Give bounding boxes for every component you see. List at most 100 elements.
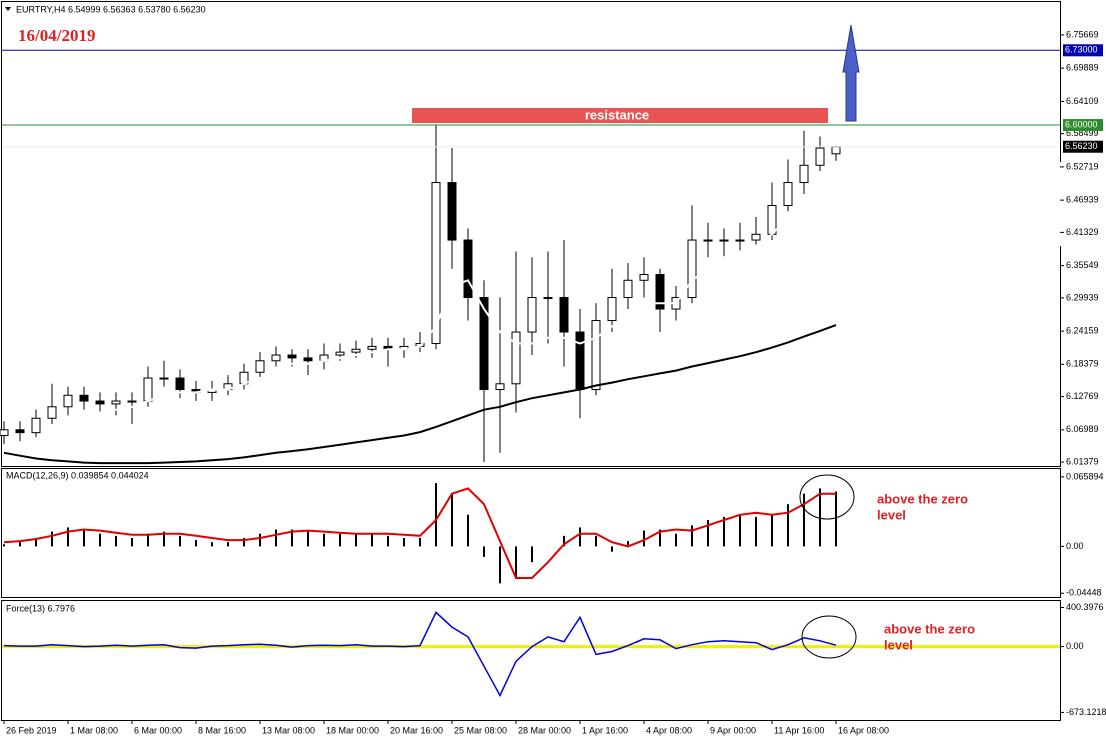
candle-body	[0, 429, 9, 437]
y-tick-label: 6.75669	[1066, 29, 1099, 39]
macd-annotation: level	[877, 507, 906, 522]
candle-body	[831, 146, 841, 155]
macd-bar	[611, 546, 613, 552]
y-tick-label: 6.58499	[1066, 128, 1099, 138]
highlight-circle	[799, 474, 855, 520]
macd-bar	[707, 520, 709, 547]
macd-bar	[755, 516, 757, 547]
candle-body	[79, 394, 89, 402]
y-tick-label: 0.00	[1066, 641, 1084, 651]
macd-bar	[563, 535, 565, 547]
force-annotation: level	[884, 637, 913, 652]
macd-frame	[1, 468, 1061, 598]
candle-body	[703, 239, 713, 242]
x-tick-label: 11 Apr 16:00	[774, 725, 824, 735]
force-frame	[1, 600, 1061, 721]
candle-body	[47, 406, 57, 419]
macd-bar	[371, 533, 373, 547]
moving-average	[3, 324, 837, 465]
highlight-circle	[801, 615, 857, 659]
macd-bar	[835, 491, 837, 547]
y-tick-label: 6.18379	[1066, 359, 1099, 369]
candle-body	[479, 297, 489, 391]
y-tick-label: 6.29939	[1066, 292, 1099, 302]
level-label: 6.56230	[1065, 141, 1098, 151]
force-annotation: above the zero	[884, 621, 975, 636]
candle-body	[143, 377, 153, 402]
candle-body	[687, 239, 697, 299]
candle-body	[799, 164, 809, 184]
resistance-box	[412, 108, 828, 123]
x-tick-label: 6 Mar 00:00	[134, 725, 182, 735]
macd-bar	[323, 533, 325, 547]
y-tick-label: 0.065894	[1066, 471, 1104, 481]
macd-bar	[339, 533, 341, 547]
chart-title: EURTRY,H4 6.54999 6.56363 6.53780 6.5623…	[16, 4, 206, 14]
macd-bar	[483, 546, 485, 557]
force-line	[3, 611, 837, 698]
x-tick-label: 1 Mar 08:00	[70, 725, 118, 735]
level-box	[1063, 140, 1103, 153]
candle-body	[127, 400, 137, 403]
y-tick-label: 400.3976	[1066, 602, 1104, 612]
candle-body	[751, 233, 761, 241]
y-tick-label: 6.12769	[1066, 391, 1099, 401]
y-tick-label: 6.69889	[1066, 63, 1099, 73]
macd-bar	[803, 493, 805, 547]
macd-bar	[163, 531, 165, 547]
x-tick-label: 25 Mar 08:00	[454, 725, 507, 735]
y-tick-label: 6.41329	[1066, 227, 1099, 237]
candle-body	[527, 297, 537, 333]
macd-bar	[243, 537, 245, 547]
macd-bar	[819, 488, 821, 547]
candle-body	[63, 394, 73, 408]
macd-bar	[355, 533, 357, 547]
x-tick-label: 9 Apr 00:00	[710, 725, 756, 735]
signal-line	[3, 487, 836, 579]
macd-bar	[515, 546, 517, 579]
candle-body	[463, 239, 473, 299]
macd-bar	[643, 530, 645, 547]
y-tick-label: 6.24159	[1066, 325, 1099, 335]
macd-bar	[499, 546, 501, 584]
candle-body	[367, 345, 377, 350]
candle-body	[351, 348, 361, 353]
macd-bar	[179, 535, 181, 547]
x-tick-label: 13 Mar 08:00	[262, 725, 315, 735]
y-tick-label: 6.64109	[1066, 96, 1099, 106]
macd-bar	[723, 516, 725, 547]
macd-bar	[403, 537, 405, 547]
candle-body	[575, 331, 585, 391]
candle-body	[335, 351, 345, 356]
macd-bar	[419, 537, 421, 547]
macd-bar	[787, 504, 789, 547]
candle-body	[783, 182, 793, 207]
x-tick-label: 8 Mar 16:00	[198, 725, 246, 735]
candle-body	[511, 331, 521, 385]
macd-bar	[131, 537, 133, 547]
macd-bar	[275, 529, 277, 547]
candle-body	[95, 400, 105, 405]
x-tick-label: 26 Feb 2019	[6, 725, 57, 735]
moving-average	[3, 170, 837, 448]
candle-body	[271, 354, 281, 362]
macd-bar	[307, 531, 309, 547]
y-tick-label: 6.35549	[1066, 260, 1099, 270]
macd-bar	[115, 535, 117, 547]
y-tick-label: -0.04448	[1066, 588, 1102, 598]
macd-bar	[451, 493, 453, 547]
macd-bar	[595, 535, 597, 547]
macd-bar	[675, 533, 677, 547]
resistance-label: resistance	[585, 107, 649, 122]
macd-bar	[771, 514, 773, 547]
macd-bar	[259, 533, 261, 547]
candle-body	[639, 274, 649, 281]
candle-body	[303, 357, 313, 362]
y-tick-label: 6.06989	[1066, 424, 1099, 434]
macd-bar	[691, 525, 693, 547]
menu-triangle	[5, 7, 11, 11]
y-tick-label: 6.01379	[1066, 456, 1099, 466]
candle-body	[559, 297, 569, 333]
x-tick-label: 20 Mar 16:00	[390, 725, 443, 735]
